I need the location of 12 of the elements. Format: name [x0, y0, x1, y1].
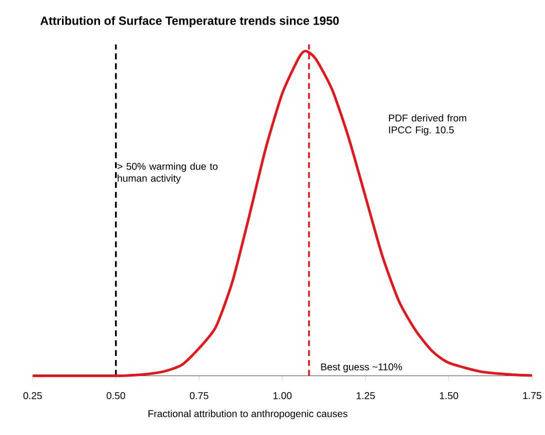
- annotation: PDF derived from IPCC Fig. 10.5: [389, 114, 466, 136]
- x-tick-label: 0.75: [190, 392, 208, 400]
- ref-line-label: Best guess ~110%: [321, 363, 402, 372]
- ref-line-label: > 50% warming due to human activity: [118, 162, 218, 184]
- x-axis-title: Fractional attribution to anthropogenic causes: [148, 410, 348, 420]
- x-tick-label: 1.50: [440, 392, 458, 400]
- chart-title: Attribution of Surface Temperature trends since 1950: [40, 16, 339, 28]
- x-tick-label: 1.00: [274, 392, 292, 400]
- x-tick-label: 0.50: [106, 392, 126, 400]
- x-tick-label: 1.25: [356, 392, 375, 400]
- x-tick-label: 1.75: [523, 392, 542, 399]
- x-tick-label: 0.25: [23, 392, 42, 400]
